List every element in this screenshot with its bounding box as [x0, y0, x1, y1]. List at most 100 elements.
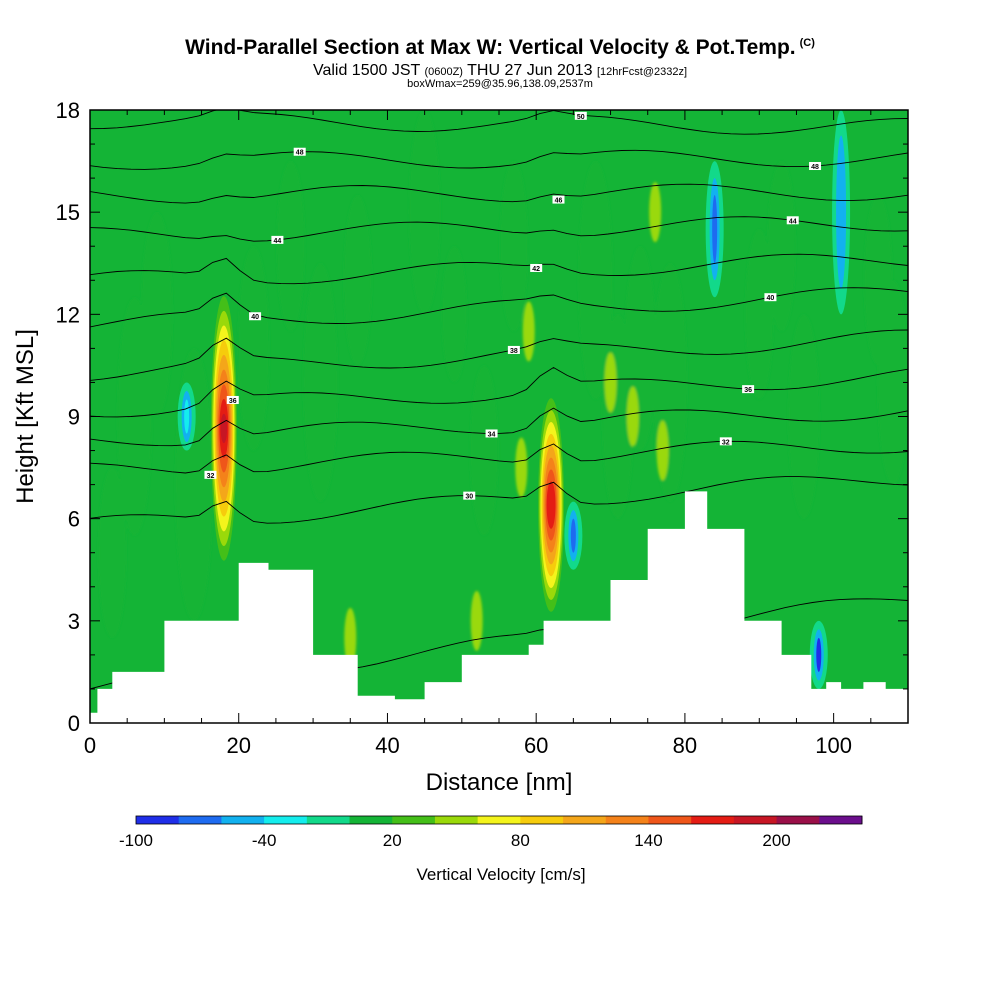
isentrope-label: 46 [555, 198, 563, 205]
texture-streak [578, 161, 613, 400]
x-tick-label: 0 [84, 733, 96, 758]
downdraft-core [838, 161, 844, 264]
colorbar-bin [434, 816, 479, 824]
weak-updraft-patch [626, 386, 639, 447]
colorbar-tick-label: 140 [634, 831, 662, 850]
isentrope-label-box [249, 312, 262, 321]
isentrope-label-box [485, 429, 498, 438]
weak-updraft-patch [656, 420, 669, 481]
y-tick-label: 18 [56, 98, 80, 123]
isentrope-line [90, 329, 908, 381]
valid-prefix: Valid 1500 JST [312, 62, 420, 79]
texture-streak [441, 246, 467, 383]
isentrope-label-box [271, 235, 284, 244]
x-axis-label: Distance [nm] [426, 769, 573, 796]
colorbar-bin [349, 816, 393, 824]
x-tick-label: 60 [524, 733, 548, 758]
colorbar-bin [520, 816, 564, 824]
x-tick-label: 20 [226, 733, 250, 758]
colorbar-bin [776, 816, 820, 824]
box-info: boxWmax=259@35.96,138.09,2537m [407, 78, 593, 90]
weak-updraft-patch [522, 301, 535, 362]
downdraft-core [184, 399, 190, 434]
texture-streak [141, 212, 173, 417]
isentrope-line [90, 407, 908, 447]
updraft-ring [546, 481, 556, 529]
plot-area: 282830323234363638404042444446484850 [90, 110, 908, 723]
isentrope-line [90, 149, 908, 170]
isentrope-line [90, 216, 908, 242]
texture-streak [470, 365, 499, 536]
isentrope-label-box [764, 293, 777, 302]
isentrope-label: 44 [273, 238, 281, 245]
colorbar-bin [306, 816, 351, 824]
colorbar-bin [605, 816, 649, 824]
y-tick-label: 12 [56, 302, 80, 327]
valid-date: THU 27 Jun 2013 [467, 62, 593, 79]
isentrope-label-box [463, 491, 476, 500]
texture-streak [409, 110, 441, 315]
isentrope-group: 282830323234363638404042444446484850 [90, 110, 908, 690]
weak-updraft-patch [344, 607, 357, 668]
downdraft-core [816, 637, 822, 672]
isentrope-label-box [786, 216, 799, 225]
colorbar-tick-label: 80 [511, 831, 530, 850]
colorbar: -100 -40 20 80 140 200 Vertical Velocity [cm/s… [119, 815, 863, 884]
isentrope-label: 42 [532, 266, 540, 273]
y-tick-label: 9 [68, 405, 80, 430]
weak-updraft-patch [604, 352, 617, 413]
chart-subtitle: Valid 1500 JST (0600Z) THU 27 Jun 2013 [… [0, 62, 1000, 80]
isentrope-label: 32 [207, 473, 215, 480]
isentrope-label: 40 [251, 314, 259, 321]
x-tick-label: 40 [375, 733, 399, 758]
isentrope-label: 36 [229, 398, 237, 405]
weak-updraft-patch [515, 437, 528, 498]
isentrope-line [90, 253, 908, 285]
isentrope-label: 44 [789, 218, 797, 225]
isentrope-label-box [204, 470, 217, 479]
isentrope-label-box [226, 395, 239, 404]
isentrope-line [90, 476, 908, 524]
terrain [90, 491, 908, 723]
isentrope-label-box [809, 162, 822, 171]
isentrope-label-box [530, 263, 543, 272]
isentrope-label: 38 [510, 348, 518, 355]
texture-streak [175, 348, 213, 621]
isentrope-label: 40 [767, 295, 775, 302]
colorbar-tick-label: -100 [119, 831, 153, 850]
velocity-texture [98, 110, 908, 668]
isentrope-label: 34 [488, 431, 496, 438]
texture-streak [788, 314, 820, 519]
texture-streak [767, 161, 796, 332]
isentrope-label: 48 [296, 150, 304, 157]
isentrope-label-box [552, 195, 565, 204]
updraft-ring [220, 413, 228, 444]
downdraft-core [570, 518, 576, 553]
isentrope-label: 48 [811, 164, 819, 171]
texture-streak [877, 280, 908, 485]
texture-streak [343, 195, 372, 366]
colorbar-bin [648, 816, 692, 824]
isentrope-label-box [293, 147, 306, 156]
chart-title: Wind-Parallel Section at Max W: Vertical… [0, 36, 1000, 60]
colorbar-label: Vertical Velocity [cm/s] [416, 865, 585, 884]
colorbar-bin [392, 816, 436, 824]
colorbar-tick-label: -40 [252, 831, 277, 850]
colorbar-bin [691, 816, 735, 824]
texture-streak [98, 467, 127, 638]
texture-streak [499, 161, 528, 332]
isentrope-label-box [742, 385, 755, 394]
plot-clip-group: 282830323234363638404042444446484850 [90, 110, 908, 723]
colorbar-bin [563, 816, 607, 824]
colorbar-frame [135, 815, 863, 825]
x-tick-label: 80 [673, 733, 697, 758]
isentrope-label: 30 [465, 494, 473, 501]
y-tick-label: 0 [68, 711, 80, 736]
colorbar-bin [477, 816, 521, 824]
weak-updraft-patch [649, 182, 662, 243]
isentrope-label-box [574, 111, 587, 120]
weak-updraft-patch [470, 590, 483, 651]
isentrope-label: 32 [722, 439, 730, 446]
valid-utc: (0600Z) [424, 66, 463, 78]
